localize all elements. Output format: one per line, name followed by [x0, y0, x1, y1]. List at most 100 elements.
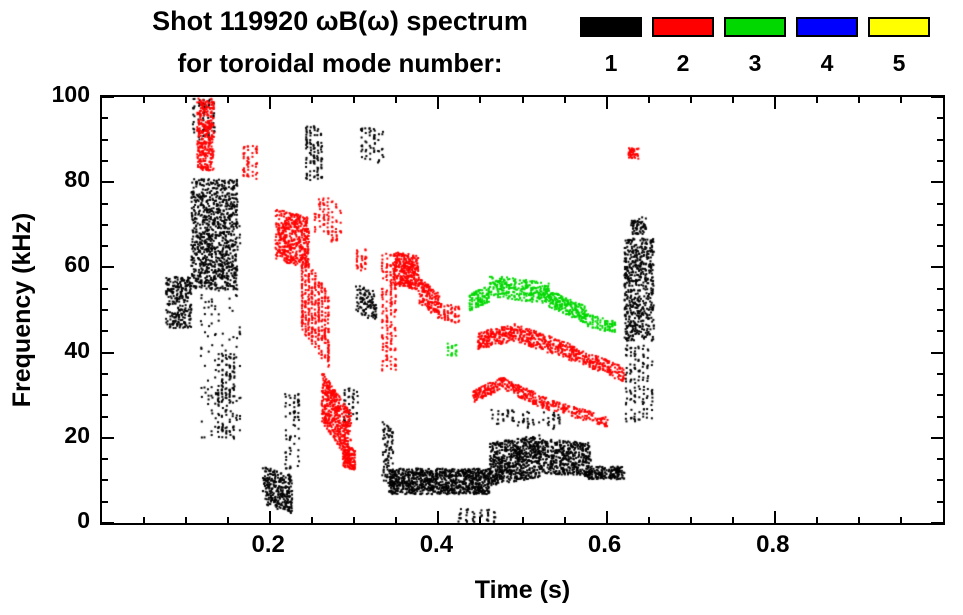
y-minor-tick-right — [937, 372, 943, 375]
spectrum-scatter-canvas — [102, 97, 943, 523]
y-minor-tick — [102, 500, 108, 503]
y-minor-tick — [102, 202, 108, 205]
x-minor-tick — [311, 517, 314, 523]
x-minor-tick-top — [731, 97, 734, 103]
legend-label-mode-3: 3 — [748, 50, 762, 76]
x-tick-label: 0.8 — [756, 531, 790, 558]
y-minor-tick-right — [937, 330, 943, 333]
y-major-tick — [102, 436, 114, 439]
y-major-tick-right — [931, 96, 943, 98]
y-minor-tick-right — [937, 138, 943, 141]
chart-subtitle: for toroidal mode number: — [177, 48, 503, 78]
y-minor-tick — [102, 223, 108, 226]
y-minor-tick-right — [937, 479, 943, 482]
y-minor-tick-right — [937, 500, 943, 503]
x-minor-tick — [857, 517, 860, 523]
x-minor-tick — [143, 517, 146, 523]
x-axis-title: Time (s) — [474, 576, 571, 604]
y-major-tick-right — [931, 181, 943, 184]
y-minor-tick-right — [937, 394, 943, 397]
x-major-tick — [605, 511, 608, 523]
x-minor-tick-top — [353, 97, 356, 103]
x-tick-label: 0.2 — [251, 531, 285, 558]
x-tick-label: 0.6 — [587, 531, 622, 558]
legend-label-mode-4: 4 — [820, 50, 834, 76]
y-tick-label: 0 — [77, 507, 90, 533]
y-minor-tick — [102, 117, 108, 120]
y-major-tick-right — [931, 436, 943, 439]
y-minor-tick — [102, 330, 108, 333]
y-minor-tick — [102, 245, 108, 248]
y-major-tick-right — [931, 266, 943, 269]
y-major-tick-right — [931, 351, 943, 354]
x-minor-tick — [731, 517, 734, 523]
x-major-tick-top — [773, 97, 776, 109]
legend-swatch-row — [580, 17, 930, 37]
x-minor-tick — [185, 517, 188, 523]
legend-swatch-mode-2 — [652, 17, 714, 37]
x-minor-tick — [353, 517, 356, 523]
y-minor-tick — [102, 159, 108, 162]
y-minor-tick-right — [937, 458, 943, 461]
x-minor-tick-top — [647, 97, 650, 103]
y-minor-tick-right — [937, 159, 943, 162]
y-minor-tick — [102, 479, 108, 482]
legend-label-mode-5: 5 — [892, 50, 906, 76]
x-major-tick-top — [437, 97, 440, 109]
y-major-tick-right — [931, 522, 943, 524]
x-major-tick — [269, 511, 272, 523]
legend-swatch-mode-5 — [868, 17, 930, 37]
legend-swatch-mode-3 — [724, 17, 786, 37]
x-minor-tick-top — [143, 97, 146, 103]
legend-swatch-mode-1 — [580, 17, 642, 37]
x-tick-label: 0.4 — [419, 531, 454, 558]
y-tick-label: 80 — [64, 166, 90, 193]
legend-swatch-mode-4 — [796, 17, 858, 37]
chart-title: Shot 119920 ωB(ω) spectrum — [152, 6, 528, 36]
x-major-tick-top — [605, 97, 608, 109]
y-minor-tick — [102, 138, 108, 141]
y-minor-tick — [102, 458, 108, 461]
y-major-tick — [102, 266, 114, 269]
x-minor-tick-top — [899, 97, 902, 103]
y-axis-title: Frequency (kHz) — [8, 212, 36, 408]
y-minor-tick — [102, 309, 108, 311]
y-minor-tick — [102, 394, 108, 397]
x-minor-tick — [227, 517, 230, 523]
legend-number-row: 1 2 3 4 5 — [580, 50, 930, 77]
y-minor-tick — [102, 372, 108, 375]
y-minor-tick-right — [937, 309, 943, 311]
legend-label-mode-1: 1 — [604, 50, 618, 76]
y-minor-tick-right — [937, 202, 943, 205]
x-minor-tick-top — [689, 97, 692, 103]
x-minor-tick — [521, 517, 524, 523]
x-minor-tick — [899, 517, 902, 523]
y-major-tick — [102, 181, 114, 184]
y-minor-tick-right — [937, 245, 943, 248]
legend-label-mode-2: 2 — [676, 50, 690, 76]
x-minor-tick — [689, 517, 692, 523]
x-minor-tick-top — [815, 97, 818, 103]
y-tick-label: 60 — [64, 251, 90, 278]
x-minor-tick — [647, 517, 650, 523]
y-tick-label: 100 — [51, 81, 90, 107]
x-minor-tick-top — [395, 97, 398, 103]
x-minor-tick-top — [185, 97, 188, 103]
x-minor-tick — [815, 517, 818, 523]
x-minor-tick-top — [521, 97, 524, 103]
x-minor-tick — [395, 517, 398, 523]
x-minor-tick-top — [227, 97, 230, 103]
y-minor-tick-right — [937, 415, 943, 418]
y-tick-label: 40 — [64, 336, 90, 363]
x-minor-tick — [479, 517, 482, 523]
x-major-tick — [437, 511, 440, 523]
x-major-tick — [773, 511, 776, 523]
x-minor-tick-top — [311, 97, 314, 103]
y-tick-label: 20 — [64, 421, 90, 448]
x-minor-tick-top — [479, 97, 482, 103]
y-minor-tick — [102, 287, 108, 290]
y-minor-tick-right — [937, 117, 943, 120]
x-minor-tick-top — [857, 97, 860, 103]
y-minor-tick — [102, 415, 108, 418]
